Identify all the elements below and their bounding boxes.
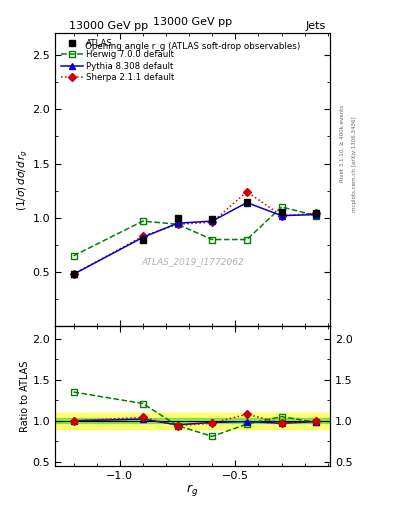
Text: ATLAS_2019_I1772062: ATLAS_2019_I1772062 bbox=[141, 258, 244, 266]
Sherpa 2.1.1 default bbox=[210, 219, 215, 225]
Pythia 8.308 default bbox=[71, 271, 76, 278]
Bar bbox=[55, 413, 330, 429]
Pythia 8.308 default bbox=[279, 212, 284, 219]
Sherpa 2.1.1 default bbox=[314, 210, 319, 217]
Herwig 7.0.0 default bbox=[314, 212, 319, 219]
Herwig 7.0.0 default bbox=[71, 253, 76, 259]
Line: ATLAS: ATLAS bbox=[70, 199, 320, 278]
Pythia 8.308 default bbox=[314, 211, 319, 218]
Sherpa 2.1.1 default bbox=[244, 189, 249, 195]
ATLAS bbox=[244, 199, 249, 205]
Line: Sherpa 2.1.1 default: Sherpa 2.1.1 default bbox=[71, 189, 319, 277]
Pythia 8.308 default bbox=[244, 200, 249, 206]
Text: mcplots.cern.ch [arXiv:1306.3436]: mcplots.cern.ch [arXiv:1306.3436] bbox=[352, 116, 357, 211]
Herwig 7.0.0 default bbox=[210, 237, 215, 243]
ATLAS bbox=[279, 209, 284, 216]
Text: Rivet 3.1.10, ≥ 400k events: Rivet 3.1.10, ≥ 400k events bbox=[340, 105, 345, 182]
Line: Herwig 7.0.0 default: Herwig 7.0.0 default bbox=[70, 204, 320, 259]
Text: Opening angle r_g (ATLAS soft-drop observables): Opening angle r_g (ATLAS soft-drop obser… bbox=[85, 42, 300, 51]
X-axis label: $r_g$: $r_g$ bbox=[186, 482, 199, 498]
ATLAS bbox=[314, 210, 319, 217]
Y-axis label: Ratio to ATLAS: Ratio to ATLAS bbox=[20, 360, 29, 432]
Legend: ATLAS, Herwig 7.0.0 default, Pythia 8.308 default, Sherpa 2.1.1 default: ATLAS, Herwig 7.0.0 default, Pythia 8.30… bbox=[59, 37, 176, 83]
Y-axis label: $(1/\sigma)\,d\sigma/d\,r_g$: $(1/\sigma)\,d\sigma/d\,r_g$ bbox=[15, 149, 29, 211]
Text: 13000 GeV pp: 13000 GeV pp bbox=[153, 17, 232, 28]
Sherpa 2.1.1 default bbox=[71, 271, 76, 278]
Herwig 7.0.0 default bbox=[141, 218, 145, 224]
ATLAS bbox=[71, 271, 76, 278]
Bar bbox=[55, 418, 330, 423]
Pythia 8.308 default bbox=[175, 220, 180, 226]
Text: Jets: Jets bbox=[306, 20, 326, 31]
Line: Pythia 8.308 default: Pythia 8.308 default bbox=[70, 200, 320, 278]
ATLAS bbox=[210, 216, 215, 222]
Pythia 8.308 default bbox=[141, 234, 145, 241]
Herwig 7.0.0 default bbox=[244, 237, 249, 243]
Text: 13000 GeV pp: 13000 GeV pp bbox=[69, 20, 148, 31]
Herwig 7.0.0 default bbox=[279, 204, 284, 210]
ATLAS bbox=[141, 237, 145, 243]
Sherpa 2.1.1 default bbox=[141, 233, 145, 239]
Herwig 7.0.0 default bbox=[175, 221, 180, 227]
Pythia 8.308 default bbox=[210, 218, 215, 224]
Sherpa 2.1.1 default bbox=[175, 221, 180, 227]
Sherpa 2.1.1 default bbox=[279, 212, 284, 219]
ATLAS bbox=[175, 215, 180, 221]
